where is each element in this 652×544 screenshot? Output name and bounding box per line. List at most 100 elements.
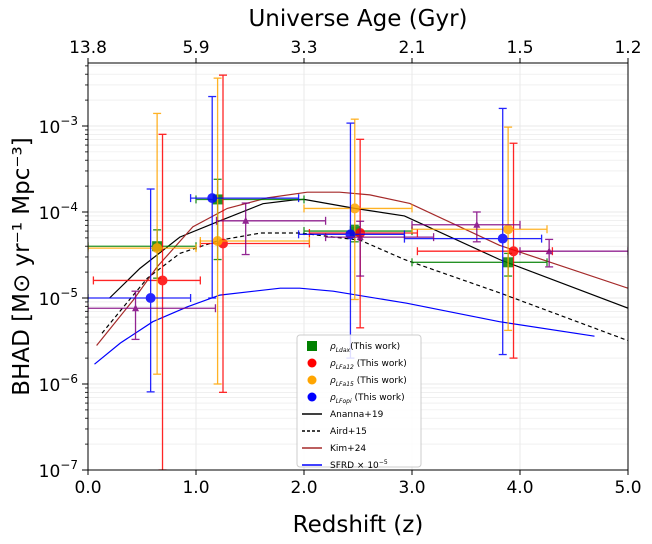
legend-name: Kim+24 (330, 444, 366, 454)
circle-marker (497, 233, 508, 244)
legend-suffix: (This work) (350, 342, 400, 352)
x-tick-label: 0.0 (74, 478, 101, 498)
top-tick-label: 13.8 (69, 38, 107, 58)
data-point (215, 202, 327, 256)
legend-symbol: ρ (330, 393, 336, 403)
circle-marker (145, 292, 156, 303)
x-tick-label: 3.0 (398, 478, 425, 498)
y-tick-exp: −4 (60, 200, 78, 214)
y-tick-exp: −6 (60, 372, 78, 386)
legend-subscript: LFa12 (336, 364, 354, 371)
data-point (324, 220, 435, 277)
y-tick-base: 10 (39, 118, 61, 138)
data-point (411, 211, 521, 243)
data-point (303, 118, 413, 301)
legend-symbol: ρ (330, 376, 336, 386)
y-tick-label: 10−5 (39, 286, 78, 310)
legend-subscript: Ldax (336, 347, 351, 354)
legend-symbol: ρ (330, 359, 336, 369)
legend-label: ρLFopi (This work) (330, 393, 405, 405)
legend-box (296, 334, 422, 468)
plot-area (88, 74, 628, 470)
legend-item: ρLFa12 (This work) (307, 358, 407, 371)
model-curve-aird-15 (101, 232, 628, 342)
y-tick-label: 10−7 (39, 458, 78, 482)
x-tick-label: 1.0 (182, 478, 209, 498)
circle-marker (345, 229, 356, 240)
circle-marker (207, 193, 218, 204)
plot-frame (87, 62, 629, 471)
y-tick-label: 10−3 (39, 114, 78, 138)
top-tick-label: 5.9 (182, 38, 209, 58)
y-tick-exp: −3 (60, 114, 78, 128)
x-tick-label: 2.0 (290, 478, 317, 498)
legend-item: ρLFa15 (This work) (307, 375, 407, 388)
x-axis-label: Redshift (z) (293, 512, 424, 538)
data-point (189, 95, 300, 299)
legend-circle-marker (307, 392, 317, 402)
legend-label: Ananna+19 (330, 410, 384, 420)
y-axis-label: BHAD [M⊙ yr⁻¹ Mpc⁻³] (9, 137, 35, 395)
data-point (297, 122, 406, 359)
legend-square-marker (307, 341, 317, 351)
legend-item: SFRD × 10−5 (302, 459, 388, 471)
y-tick-base: 10 (39, 376, 61, 396)
triangle-marker (473, 220, 481, 228)
legend-item: ρLFopi (This work) (307, 392, 405, 405)
triangle-marker (356, 233, 364, 241)
data-point (92, 133, 201, 470)
legend-circle-marker (307, 358, 317, 368)
data-point (88, 188, 192, 393)
triangle-marker (545, 247, 553, 255)
legend-suffix: (This work) (352, 393, 405, 403)
legend-suffix: (This work) (354, 359, 407, 369)
legend-label: Kim+24 (330, 444, 366, 454)
legend-label: SFRD × 10−5 (330, 459, 388, 471)
legend-exp: −5 (379, 459, 388, 466)
circle-marker (508, 246, 519, 257)
legend-subscript: LFopi (336, 398, 352, 405)
y-tick-exp: −5 (60, 286, 78, 300)
circle-marker (503, 224, 514, 235)
data-point (88, 112, 197, 375)
circle-marker (157, 275, 168, 286)
data-point (411, 126, 548, 332)
top-tick-label: 3.3 (290, 38, 317, 58)
legend-name: SFRD × 10 (330, 461, 379, 471)
triangle-marker (242, 216, 250, 224)
top-tick-label: 1.5 (506, 38, 533, 58)
x-tick-label: 4.0 (506, 478, 533, 498)
y-tick-base: 10 (39, 462, 61, 482)
top-axis-label: Universe Age (Gyr) (248, 6, 467, 32)
legend-circle-marker (307, 375, 317, 385)
legend-subscript: LFa15 (336, 381, 354, 388)
data-point (403, 107, 543, 356)
legend-label: Aird+15 (330, 427, 367, 437)
top-tick-label: 2.1 (398, 38, 425, 58)
legend-item: Ananna+19 (302, 410, 384, 420)
circle-marker (349, 203, 360, 214)
circle-marker (212, 235, 223, 246)
top-tick-label: 1.2 (614, 38, 641, 58)
data-point (88, 290, 217, 341)
data-point (519, 238, 628, 268)
model-curve-sfrd (94, 287, 595, 365)
legend-item: ρLdax(This work) (307, 341, 400, 354)
legend: ρLdax(This work)ρLFa12 (This work)ρLFa15… (296, 334, 422, 471)
legend-item: Aird+15 (302, 427, 367, 437)
y-tick-label: 10−6 (39, 372, 78, 396)
triangle-marker (132, 304, 140, 312)
circle-marker (152, 243, 163, 254)
legend-label: ρLFa15 (This work) (330, 376, 407, 388)
legend-symbol: ρ (330, 342, 336, 352)
y-tick-base: 10 (39, 290, 61, 310)
y-tick-label: 10−4 (39, 200, 78, 224)
legend-suffix: (This work) (354, 376, 407, 386)
legend-item: Kim+24 (302, 444, 366, 454)
y-tick-base: 10 (39, 204, 61, 224)
data-point (199, 77, 311, 385)
model-curve-kim-24 (96, 191, 628, 346)
legend-name: Ananna+19 (330, 410, 384, 420)
